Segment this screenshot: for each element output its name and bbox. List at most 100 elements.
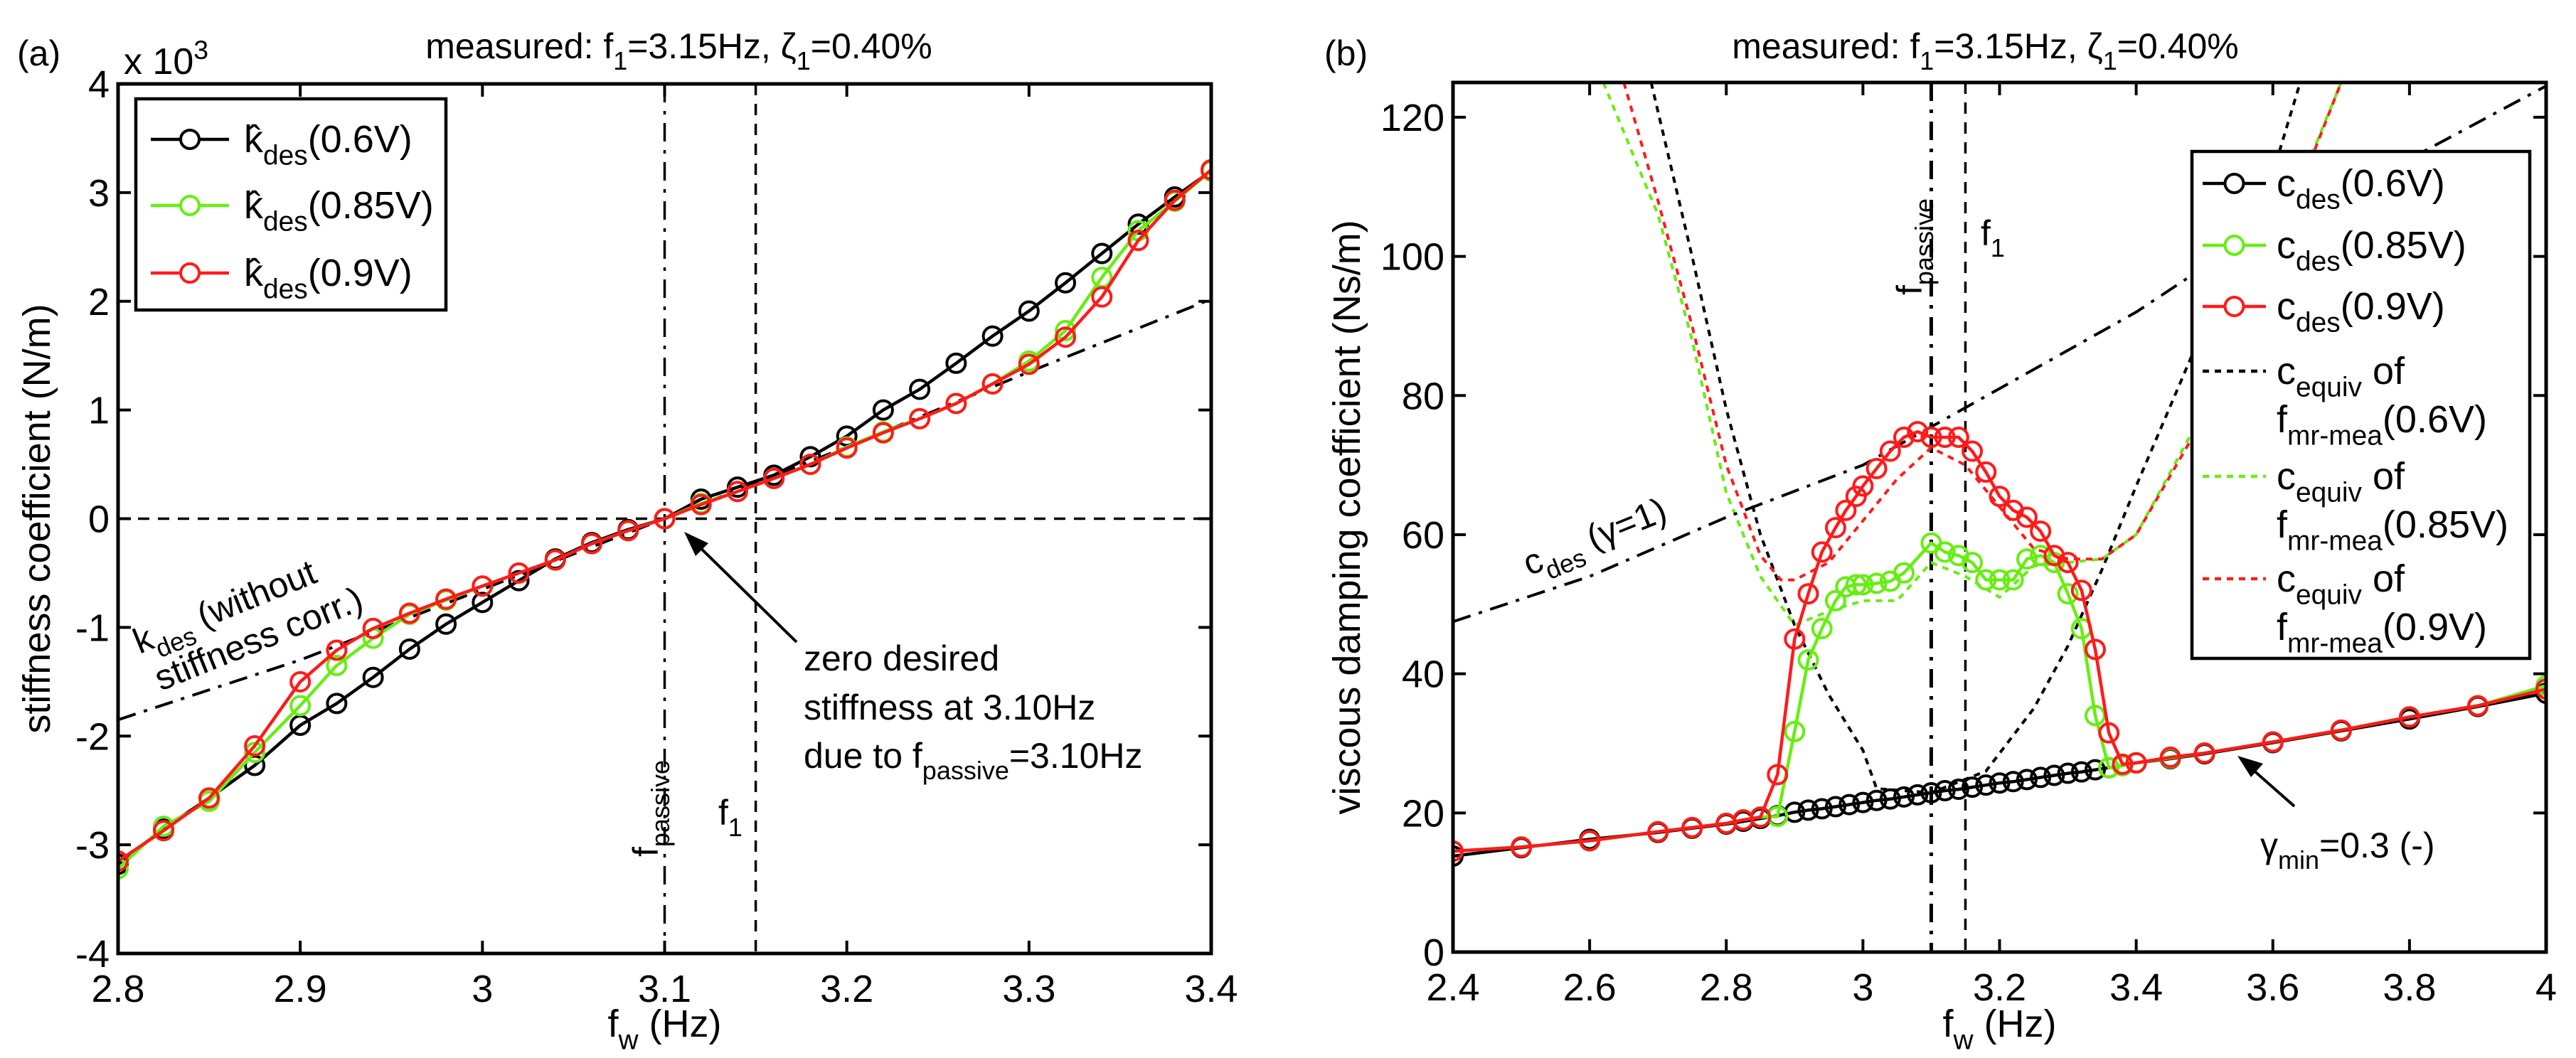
data-point-c_des_0.85V (2098, 757, 2120, 779)
f-passive-label-part: passive (1910, 198, 1939, 285)
data-point-c_des_0.9V (1879, 440, 1901, 462)
legend-label-part: of (2362, 350, 2405, 392)
y-tick-label: 80 (1402, 375, 1444, 417)
legend-label-part: c (2277, 455, 2296, 498)
legend-marker-swatch (2223, 173, 2245, 194)
data-point-k_des_0.6V (945, 352, 967, 374)
arrow-head-icon (684, 532, 708, 556)
data-point-c_des_0.9V (2112, 753, 2134, 775)
data-point-c_des_0.9V (2084, 638, 2106, 661)
data-point-c_des_0.85V (1797, 649, 1819, 671)
data-point-c_des_0.6V (1907, 784, 1929, 806)
data-point-c_des_0.6V (1797, 799, 1819, 821)
data-point-c_des_0.6V (2070, 761, 2092, 783)
data-point-c_des_0.9V (1907, 421, 1929, 443)
x-axis-label: fw (Hz) (1942, 1003, 2056, 1055)
f1-label: f1 (1981, 213, 2005, 262)
data-point-c_des_0.85V (2016, 548, 2038, 570)
f-passive-label: fpassive (1890, 198, 1939, 295)
y-tick-label: 40 (1402, 653, 1444, 696)
data-point-k_des_0.6V (326, 693, 348, 715)
chart-title-part: 1 (797, 46, 811, 75)
data-point-c_des_0.6V (1811, 798, 1833, 820)
data-point-c_des_0.6V (1989, 772, 2011, 794)
legend: cdes(0.6V)cdes(0.85V)cdes(0.9V)cequiv of… (2190, 149, 2532, 661)
legend-item-k_des_0.85V: k̂des(0.85V) (151, 184, 434, 237)
legend-label: cdes(0.6V) (2277, 162, 2445, 215)
x-tick-label: 3.2 (1973, 966, 2026, 1009)
gamma-min-annotation-part: =0.3 (-) (2319, 825, 2435, 865)
y-tick-label: 60 (1402, 514, 1444, 557)
zero-stiffness-annotation-line2: stiffness at 3.10Hz (804, 688, 1095, 727)
legend-label-line2-part: (0.6V) (2383, 398, 2487, 441)
chart-title-part: 1 (2103, 46, 2117, 75)
data-point-c_des_0.9V (1920, 426, 1942, 448)
data-point-k_des_0.9V (763, 467, 785, 489)
data-point-c_des_0.6V (2057, 762, 2079, 784)
chart-title-part: =0.40% (811, 26, 932, 66)
legend-label: k̂des(0.85V) (244, 184, 434, 237)
legend-label: k̂des(0.6V) (244, 118, 413, 171)
zero-stiffness-annotation-line3-part: passive (922, 756, 1009, 785)
x-tick-label: 2.4 (1426, 966, 1479, 1009)
data-point-k_des_0.6V (472, 592, 494, 614)
data-point-c_des_0.6V (2016, 769, 2038, 791)
data-point-k_des_0.6V (398, 638, 420, 660)
data-point-c_des_0.9V (2466, 695, 2489, 717)
data-point-c_des_0.85V (1962, 552, 1984, 574)
chart-title-part: =3.15Hz, ζ (1934, 26, 2102, 66)
data-point-k_des_0.9V (198, 787, 220, 809)
legend-label-part: (0.6V) (2341, 162, 2445, 205)
data-point-k_des_0.9V (244, 735, 266, 757)
legend-label-part: k̂ (244, 252, 264, 294)
data-point-c_des_0.85V (1975, 569, 1997, 591)
legend-label-part: des (2296, 246, 2341, 277)
data-point-c_des_0.6V (1879, 788, 1901, 810)
legend-label-line2-part: mr-mea (2287, 628, 2383, 658)
chart-title-part: 1 (613, 46, 627, 75)
legend-label-part: des (263, 140, 308, 171)
legend-item-c_des_0.6V: cdes(0.6V) (2203, 162, 2445, 215)
data-point-k_des_0.9V (726, 481, 748, 503)
legend-label-part: of (2362, 455, 2405, 498)
x-tick-label: 2.8 (1700, 966, 1753, 1009)
data-point-c_des_0.6V (1920, 781, 1942, 803)
legend-label-part: c (2277, 224, 2296, 267)
data-point-k_des_0.9V (118, 850, 129, 872)
legend-label: k̂des(0.9V) (244, 252, 413, 304)
data-point-k_des_0.6V (1091, 242, 1113, 264)
data-point-c_des_0.85V (1866, 572, 1888, 594)
legend-label-part: (0.6V) (308, 118, 413, 161)
legend-item-c_des_0.9V: cdes(0.9V) (2203, 285, 2445, 338)
data-point-k_des_0.9V (945, 392, 967, 415)
y-multiplier-part: x 10 (124, 41, 193, 82)
data-point-c_des_0.6V (2002, 771, 2024, 793)
data-point-c_des_0.9V (2330, 719, 2352, 741)
legend-label-line2-part: f (2277, 398, 2288, 441)
annotation-arrow-line (690, 538, 798, 643)
x-tick-label: 3.2 (820, 968, 873, 1010)
data-point-c_des_0.9V (1824, 517, 1846, 539)
y-tick-label: 20 (1402, 792, 1444, 835)
legend-marker-swatch (2223, 296, 2245, 317)
data-point-c_des_0.9V (1893, 426, 1915, 448)
x-tick-label: 4 (2535, 966, 2557, 1009)
f1-label-part: f (1981, 213, 1991, 253)
data-point-k_des_0.9V (1091, 286, 1113, 308)
data-point-c_des_0.6V (1962, 776, 1984, 798)
legend-label-part: (0.9V) (308, 252, 413, 294)
y-axis-label: viscous damping coefficient (Ns/m) (1326, 220, 1368, 814)
data-point-k_des_0.6V (909, 378, 931, 400)
legend: k̂des(0.6V)k̂des(0.85V)k̂des(0.9V) (134, 97, 448, 312)
data-point-k_des_0.9V (981, 373, 1004, 395)
data-point-k_des_0.9V (617, 520, 639, 542)
chart-title: measured: f1=3.15Hz, ζ1=0.40% (1732, 26, 2239, 75)
legend-label-part: c (2277, 285, 2296, 328)
legend-label-part: des (263, 274, 308, 304)
panel-label: (b) (1324, 33, 1368, 73)
data-point-c_des_0.9V (1647, 821, 1669, 843)
x-axis-label-part: f (1942, 1003, 1954, 1045)
